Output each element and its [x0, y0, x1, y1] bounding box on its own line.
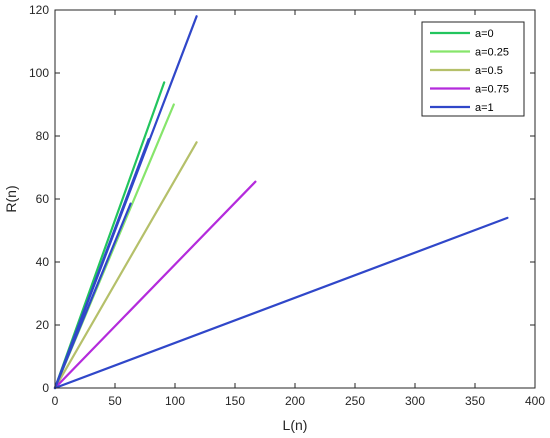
- x-tick-label: 400: [525, 394, 545, 408]
- y-tick-label: 0: [42, 381, 49, 395]
- legend-label: a=0.5: [475, 65, 503, 77]
- x-tick-label: 50: [108, 394, 122, 408]
- series-line-a-1: [53, 202, 132, 390]
- series-line-a-1: [53, 216, 509, 390]
- y-axis-label: R(n): [3, 185, 19, 212]
- y-tick-label: 60: [36, 192, 50, 206]
- x-tick-label: 0: [52, 394, 59, 408]
- x-tick-label: 250: [345, 394, 365, 408]
- x-tick-label: 150: [225, 394, 245, 408]
- x-tick-label: 200: [285, 394, 305, 408]
- x-tick-label: 350: [465, 394, 485, 408]
- y-tick-label: 120: [29, 3, 49, 17]
- y-tick-label: 40: [36, 255, 50, 269]
- x-axis-label: L(n): [283, 417, 308, 433]
- x-tick-label: 100: [165, 394, 185, 408]
- legend-label: a=0.75: [475, 84, 509, 96]
- x-tick-label: 300: [405, 394, 425, 408]
- legend-label: a=1: [475, 102, 494, 114]
- y-tick-label: 100: [29, 66, 49, 80]
- series-line-a-0-75: [53, 180, 257, 390]
- legend-label: a=0: [475, 28, 494, 40]
- series-line-a-1: [53, 138, 150, 390]
- series-line-a-0-5: [53, 141, 198, 390]
- y-tick-label: 80: [36, 129, 50, 143]
- tick-layer: 0 50 100 150 200 250 300 350 400 0 20 40 60 80 100 120: [29, 3, 545, 408]
- series-layer: [53, 15, 509, 390]
- y-tick-label: 20: [36, 318, 50, 332]
- legend: a=0 a=0.25 a=0.5 a=0.75 a=1: [421, 21, 525, 117]
- legend-label: a=0.25: [475, 47, 509, 59]
